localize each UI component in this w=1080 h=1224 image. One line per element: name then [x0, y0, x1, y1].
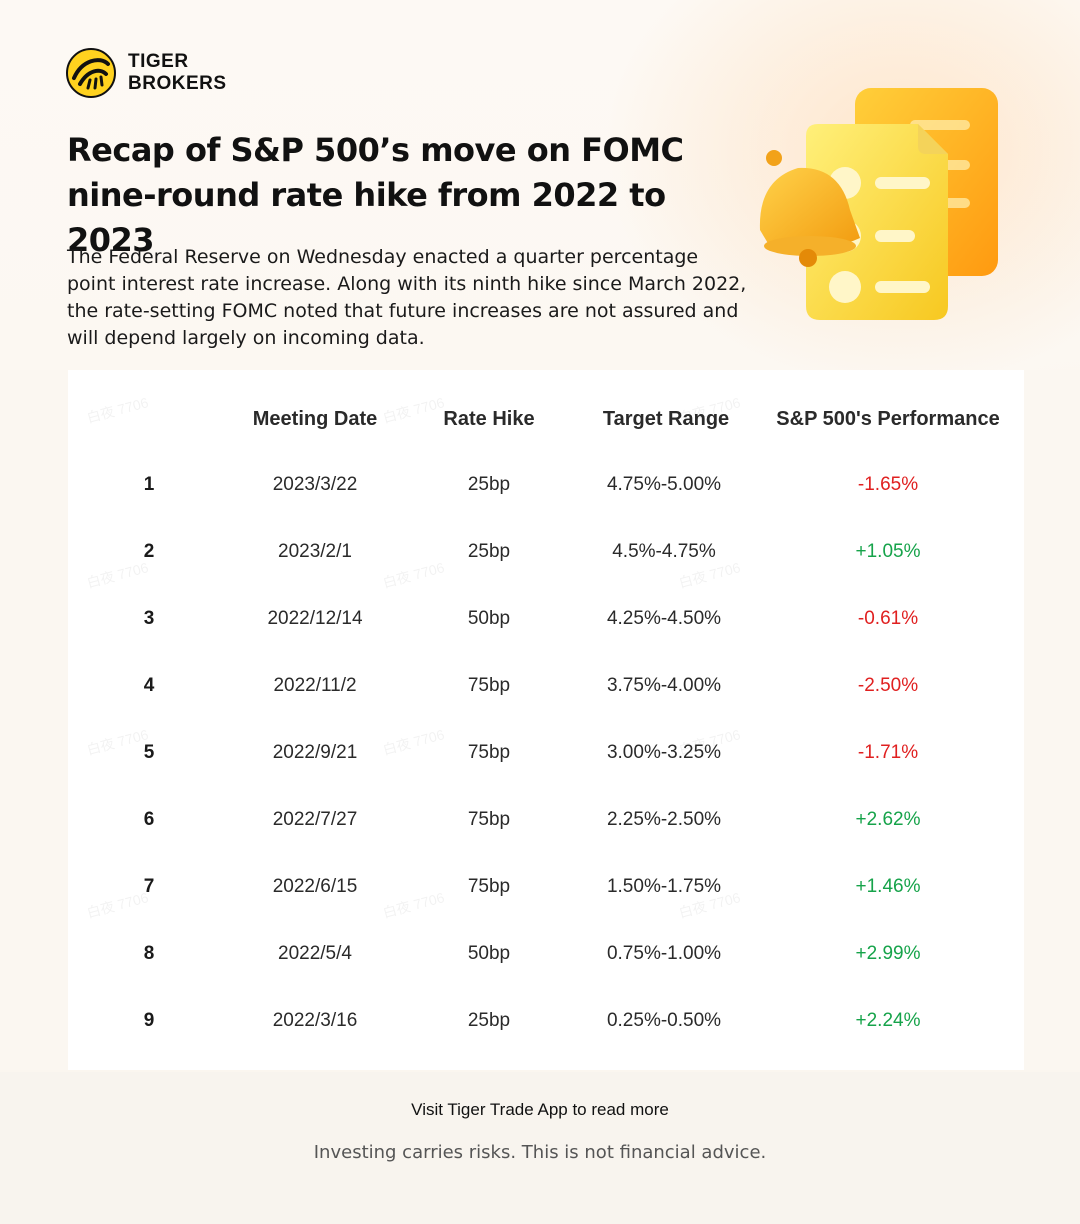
row-meeting-date: 2022/5/4 [278, 943, 352, 964]
row-sp500-performance: -1.71% [857, 742, 919, 763]
tiger-logo-icon [66, 48, 116, 98]
page-title: Recap of S&P 500’s move on FOMC nine-rou… [67, 128, 747, 263]
row-sp500-performance: +2.99% [855, 943, 921, 964]
row-meeting-date: 2022/3/16 [272, 1010, 358, 1031]
footer: Visit Tiger Trade App to read more Inves… [0, 1072, 1080, 1224]
row-rate-hike: 50bp [467, 608, 511, 629]
row-sp500-performance: +2.24% [855, 1010, 921, 1031]
watermark: 白夜 7706 [85, 726, 151, 758]
row-index: 4 [143, 675, 155, 696]
brand-name-line1: TIGER [128, 51, 189, 72]
table-panel: 白夜 7706 白夜 7706 白夜 7706 白夜 7706 白夜 7706 … [0, 370, 1080, 1070]
row-meeting-date: 2022/9/21 [272, 742, 358, 763]
row-rate-hike: 75bp [467, 742, 511, 763]
row-index: 9 [143, 1010, 155, 1031]
row-meeting-date: 2022/11/2 [273, 675, 357, 696]
watermark: 白夜 7706 [381, 889, 447, 921]
row-target-range: 4.5%-4.75% [612, 541, 716, 562]
brand-logo: TIGER BROKERS [66, 48, 227, 98]
watermark: 白夜 7706 [381, 394, 447, 426]
watermark: 白夜 7706 [85, 394, 151, 426]
row-index: 5 [143, 742, 155, 763]
row-index: 7 [143, 876, 155, 897]
row-meeting-date: 2023/2/1 [278, 541, 352, 562]
row-target-range: 0.25%-0.50% [606, 1010, 722, 1031]
row-target-range: 2.25%-2.50% [606, 809, 722, 830]
row-target-range: 4.75%-5.00% [606, 474, 722, 495]
row-target-range: 3.00%-3.25% [606, 742, 722, 763]
row-index: 1 [143, 474, 155, 495]
bell-icon [759, 150, 860, 267]
row-target-range: 4.25%-4.50% [606, 608, 722, 629]
row-target-range: 3.75%-4.00% [606, 675, 722, 696]
watermark: 白夜 7706 [381, 559, 447, 591]
row-sp500-performance: +1.46% [855, 876, 921, 897]
row-rate-hike: 25bp [467, 474, 511, 495]
row-meeting-date: 2022/6/15 [272, 876, 358, 897]
row-sp500-performance: -2.50% [857, 675, 919, 696]
column-header-rate-hike: Rate Hike [443, 408, 535, 430]
row-rate-hike: 25bp [467, 1010, 511, 1031]
row-sp500-performance: -1.65% [857, 474, 919, 495]
row-target-range: 0.75%-1.00% [606, 943, 722, 964]
row-rate-hike: 75bp [467, 809, 511, 830]
row-rate-hike: 75bp [467, 675, 511, 696]
row-rate-hike: 75bp [467, 876, 511, 897]
row-target-range: 1.50%-1.75% [606, 876, 722, 897]
title-line2: nine-round rate hike from 2022 to 2023 [67, 176, 666, 259]
watermark: 白夜 7706 [85, 559, 151, 591]
footer-cta-link[interactable]: Visit Tiger Trade App to read more [411, 1100, 669, 1119]
row-index: 2 [143, 541, 155, 562]
row-meeting-date: 2022/12/14 [267, 608, 363, 629]
watermark: 白夜 7706 [85, 889, 151, 921]
illustration [750, 80, 1020, 340]
column-header-meeting-date: Meeting Date [252, 408, 378, 430]
row-rate-hike: 25bp [467, 541, 511, 562]
rate-hike-table: 白夜 7706 白夜 7706 白夜 7706 白夜 7706 白夜 7706 … [68, 370, 1024, 1070]
row-index: 3 [143, 608, 155, 629]
row-meeting-date: 2023/3/22 [272, 474, 358, 495]
watermark: 白夜 7706 [381, 726, 447, 758]
intro-paragraph: The Federal Reserve on Wednesday enacted… [67, 246, 747, 349]
row-sp500-performance: +2.62% [855, 809, 921, 830]
brand-name: TIGER BROKERS [128, 51, 227, 95]
row-meeting-date: 2022/7/27 [272, 809, 358, 830]
row-rate-hike: 50bp [467, 943, 511, 964]
column-header-target-range: Target Range [602, 408, 730, 430]
row-index: 8 [143, 943, 155, 964]
row-sp500-performance: -0.61% [857, 608, 919, 629]
row-sp500-performance: +1.05% [855, 541, 921, 562]
footer-disclaimer: Investing carries risks. This is not fin… [313, 1142, 767, 1163]
row-index: 6 [143, 809, 155, 830]
title-line1: Recap of S&P 500’s move on FOMC [67, 131, 684, 169]
brand-name-line2: BROKERS [128, 73, 227, 94]
column-header-sp500-performance: S&P 500's Performance [776, 408, 1000, 430]
